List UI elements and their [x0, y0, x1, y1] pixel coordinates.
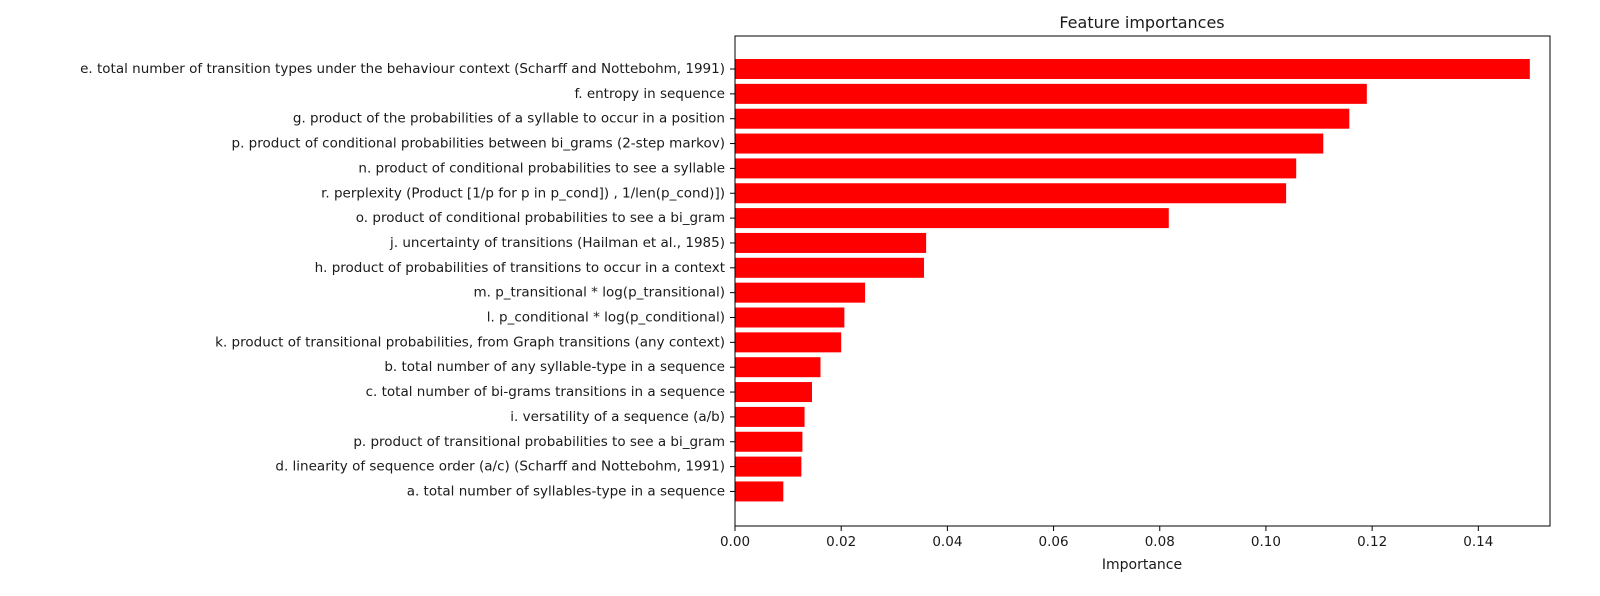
category-label: h. product of probabilities of transitio… [315, 260, 725, 276]
category-label: p. product of conditional probabilities … [232, 136, 725, 152]
category-label: r. perplexity (Product [1/p for p in p_c… [321, 185, 725, 201]
category-label: l. p_conditional * log(p_conditional) [487, 310, 725, 326]
category-label: f. entropy in sequence [574, 86, 725, 102]
x-ticks-group: 0.00 0.02 0.04 0.06 0.08 0.10 0.12 0.14 [720, 526, 1493, 550]
plot-frame [734, 35, 1551, 527]
category-label: d. linearity of sequence order (a/c) (Sc… [275, 459, 725, 475]
bar [735, 59, 1530, 79]
x-tick-label: 0.06 [1039, 534, 1069, 550]
bars-group [735, 59, 1530, 502]
bar [735, 108, 1350, 129]
bar [735, 456, 802, 477]
bar [735, 431, 803, 452]
category-labels-group: e. total number of transition types unde… [80, 61, 735, 499]
bar [735, 257, 925, 278]
x-tick-label: 0.00 [720, 534, 750, 550]
category-label: c. total number of bi-grams transitions … [366, 384, 725, 400]
category-label: j. uncertainty of transitions (Hailman e… [389, 235, 725, 251]
bar [735, 307, 845, 328]
category-label: e. total number of transition types unde… [80, 61, 725, 77]
bar [735, 481, 784, 502]
bar [735, 332, 842, 353]
x-tick-label: 0.10 [1251, 534, 1281, 550]
chart-title: Feature importances [1059, 13, 1224, 32]
bar [735, 133, 1324, 154]
category-label: i. versatility of a sequence (a/b) [510, 409, 725, 425]
category-label: k. product of transitional probabilities… [215, 334, 725, 350]
bar [735, 406, 805, 427]
category-label: m. p_transitional * log(p_transitional) [474, 285, 726, 301]
bar [735, 183, 1287, 204]
bar [735, 357, 821, 378]
x-tick-label: 0.02 [826, 534, 856, 550]
x-tick-label: 0.14 [1463, 534, 1493, 550]
category-label: g. product of the probabilities of a syl… [293, 111, 725, 127]
category-label: p. product of transitional probabilities… [353, 434, 725, 450]
bar [735, 208, 1169, 229]
category-label: o. product of conditional probabilities … [356, 210, 725, 226]
bar [735, 232, 927, 253]
category-label: a. total number of syllables-type in a s… [407, 483, 725, 499]
bar [735, 382, 812, 403]
x-tick-label: 0.08 [1145, 534, 1175, 550]
x-axis-label: Importance [1102, 557, 1182, 573]
x-tick-label: 0.12 [1357, 534, 1387, 550]
bar [735, 158, 1297, 179]
category-label: b. total number of any syllable-type in … [384, 359, 725, 375]
x-tick-label: 0.04 [932, 534, 962, 550]
bar [735, 83, 1367, 104]
category-label: n. product of conditional probabilities … [358, 160, 725, 176]
bar [735, 282, 866, 303]
